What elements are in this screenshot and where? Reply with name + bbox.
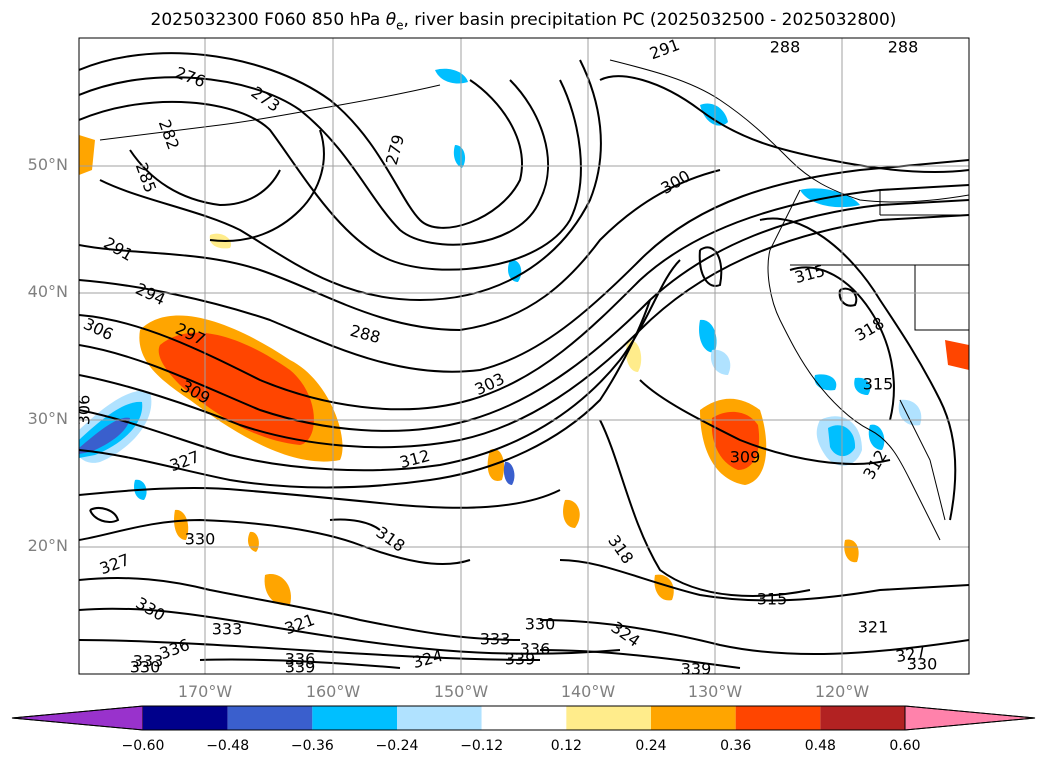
contour-label: 306 [75, 395, 94, 426]
colorbar-segment [397, 706, 482, 730]
colorbar-segment [820, 706, 905, 730]
colorbar-segment [312, 706, 397, 730]
colorbar-tick-label: −0.24 [375, 738, 419, 754]
coastlines [99, 59, 969, 541]
colorbar-tick-label: 0.24 [635, 738, 667, 754]
contour-label: 321 [858, 618, 889, 637]
lat-label-50n: 50°N [27, 155, 68, 174]
contour-label: 330 [525, 615, 556, 634]
colorbar-tick-label: 0.12 [550, 738, 582, 754]
contour-label: 339 [285, 658, 316, 677]
contour-label: 327 [167, 447, 202, 475]
lon-label-120w: 120°W [814, 682, 870, 701]
colorbar-tick-label: −0.60 [121, 738, 165, 754]
colorbar-segment [227, 706, 313, 730]
graticule [79, 38, 969, 674]
colorbar-segment [566, 706, 651, 730]
contour-label: 333 [480, 630, 511, 649]
contour-label: 288 [770, 38, 801, 57]
lon-label-150w: 150°W [433, 682, 489, 701]
colorbar-outline [11, 705, 1036, 731]
contour-label: 336 [285, 650, 316, 669]
contour-label: 282 [155, 117, 183, 152]
contour-label: 288 [888, 38, 919, 57]
contour-label: 330 [133, 593, 169, 625]
contour-label: 318 [852, 313, 888, 345]
contour-label: 315 [863, 375, 894, 394]
lat-label-40n: 40°N [27, 282, 68, 301]
contour-label: 330 [907, 655, 938, 674]
colorbar-tick-label: 0.60 [889, 738, 921, 754]
colorbar-segment [481, 706, 567, 730]
contour-label: 291 [647, 35, 682, 63]
contour-label: 318 [604, 531, 637, 567]
contour-label: 276 [173, 63, 208, 91]
colorbar-tick-label: −0.12 [460, 738, 504, 754]
contour-label: 312 [859, 447, 891, 483]
contour-label: 339 [505, 650, 536, 669]
precip-positive-areas [79, 135, 969, 606]
map-frame [78, 37, 970, 675]
contour-label: 324 [608, 618, 644, 651]
lon-label-160w: 160°W [305, 682, 361, 701]
colorbar-extend-low [11, 705, 144, 731]
contour-label: 309 [730, 448, 761, 467]
contour-label: 336 [157, 635, 192, 663]
colorbar [11, 705, 1036, 731]
contour-label: 336 [520, 640, 551, 659]
contour-label: 333 [133, 652, 164, 671]
contour-label: 285 [132, 160, 160, 195]
contour-label: 324 [411, 646, 445, 672]
contour-label: 333 [212, 620, 243, 639]
theta-e-contours [79, 52, 969, 669]
lon-label-130w: 130°W [687, 682, 743, 701]
colorbar-tick-label: 0.36 [720, 738, 752, 754]
contour-label: 279 [382, 133, 408, 167]
contour-label: 291 [101, 233, 137, 265]
contour-label: 315 [757, 590, 788, 609]
contour-label: 303 [472, 369, 508, 399]
contour-label: 288 [348, 321, 382, 347]
contour-label: 330 [130, 658, 161, 677]
colorbar-segment [651, 706, 736, 730]
contour-label: 306 [81, 314, 117, 344]
contour-label: 312 [398, 446, 432, 472]
lon-label-140w: 140°W [560, 682, 616, 701]
contour-label: 327 [97, 550, 132, 578]
colorbar-tick-label: −0.36 [290, 738, 334, 754]
colorbar-extend-high [904, 705, 1036, 731]
colorbar-segment [735, 706, 821, 730]
map-title: 2025032300 F060 850 hPa θe, river basin … [150, 10, 897, 33]
contour-label: 330 [185, 530, 216, 549]
contour-label: 339 [681, 660, 712, 679]
lon-label-170w: 170°W [177, 682, 233, 701]
lat-label-30n: 30°N [27, 409, 68, 428]
contour-label: 294 [133, 279, 169, 309]
colorbar-segment [143, 706, 228, 730]
colorbar-tick-label: 0.48 [804, 738, 836, 754]
colorbar-tick-label: −0.48 [206, 738, 250, 754]
lat-label-20n: 20°N [27, 536, 68, 555]
